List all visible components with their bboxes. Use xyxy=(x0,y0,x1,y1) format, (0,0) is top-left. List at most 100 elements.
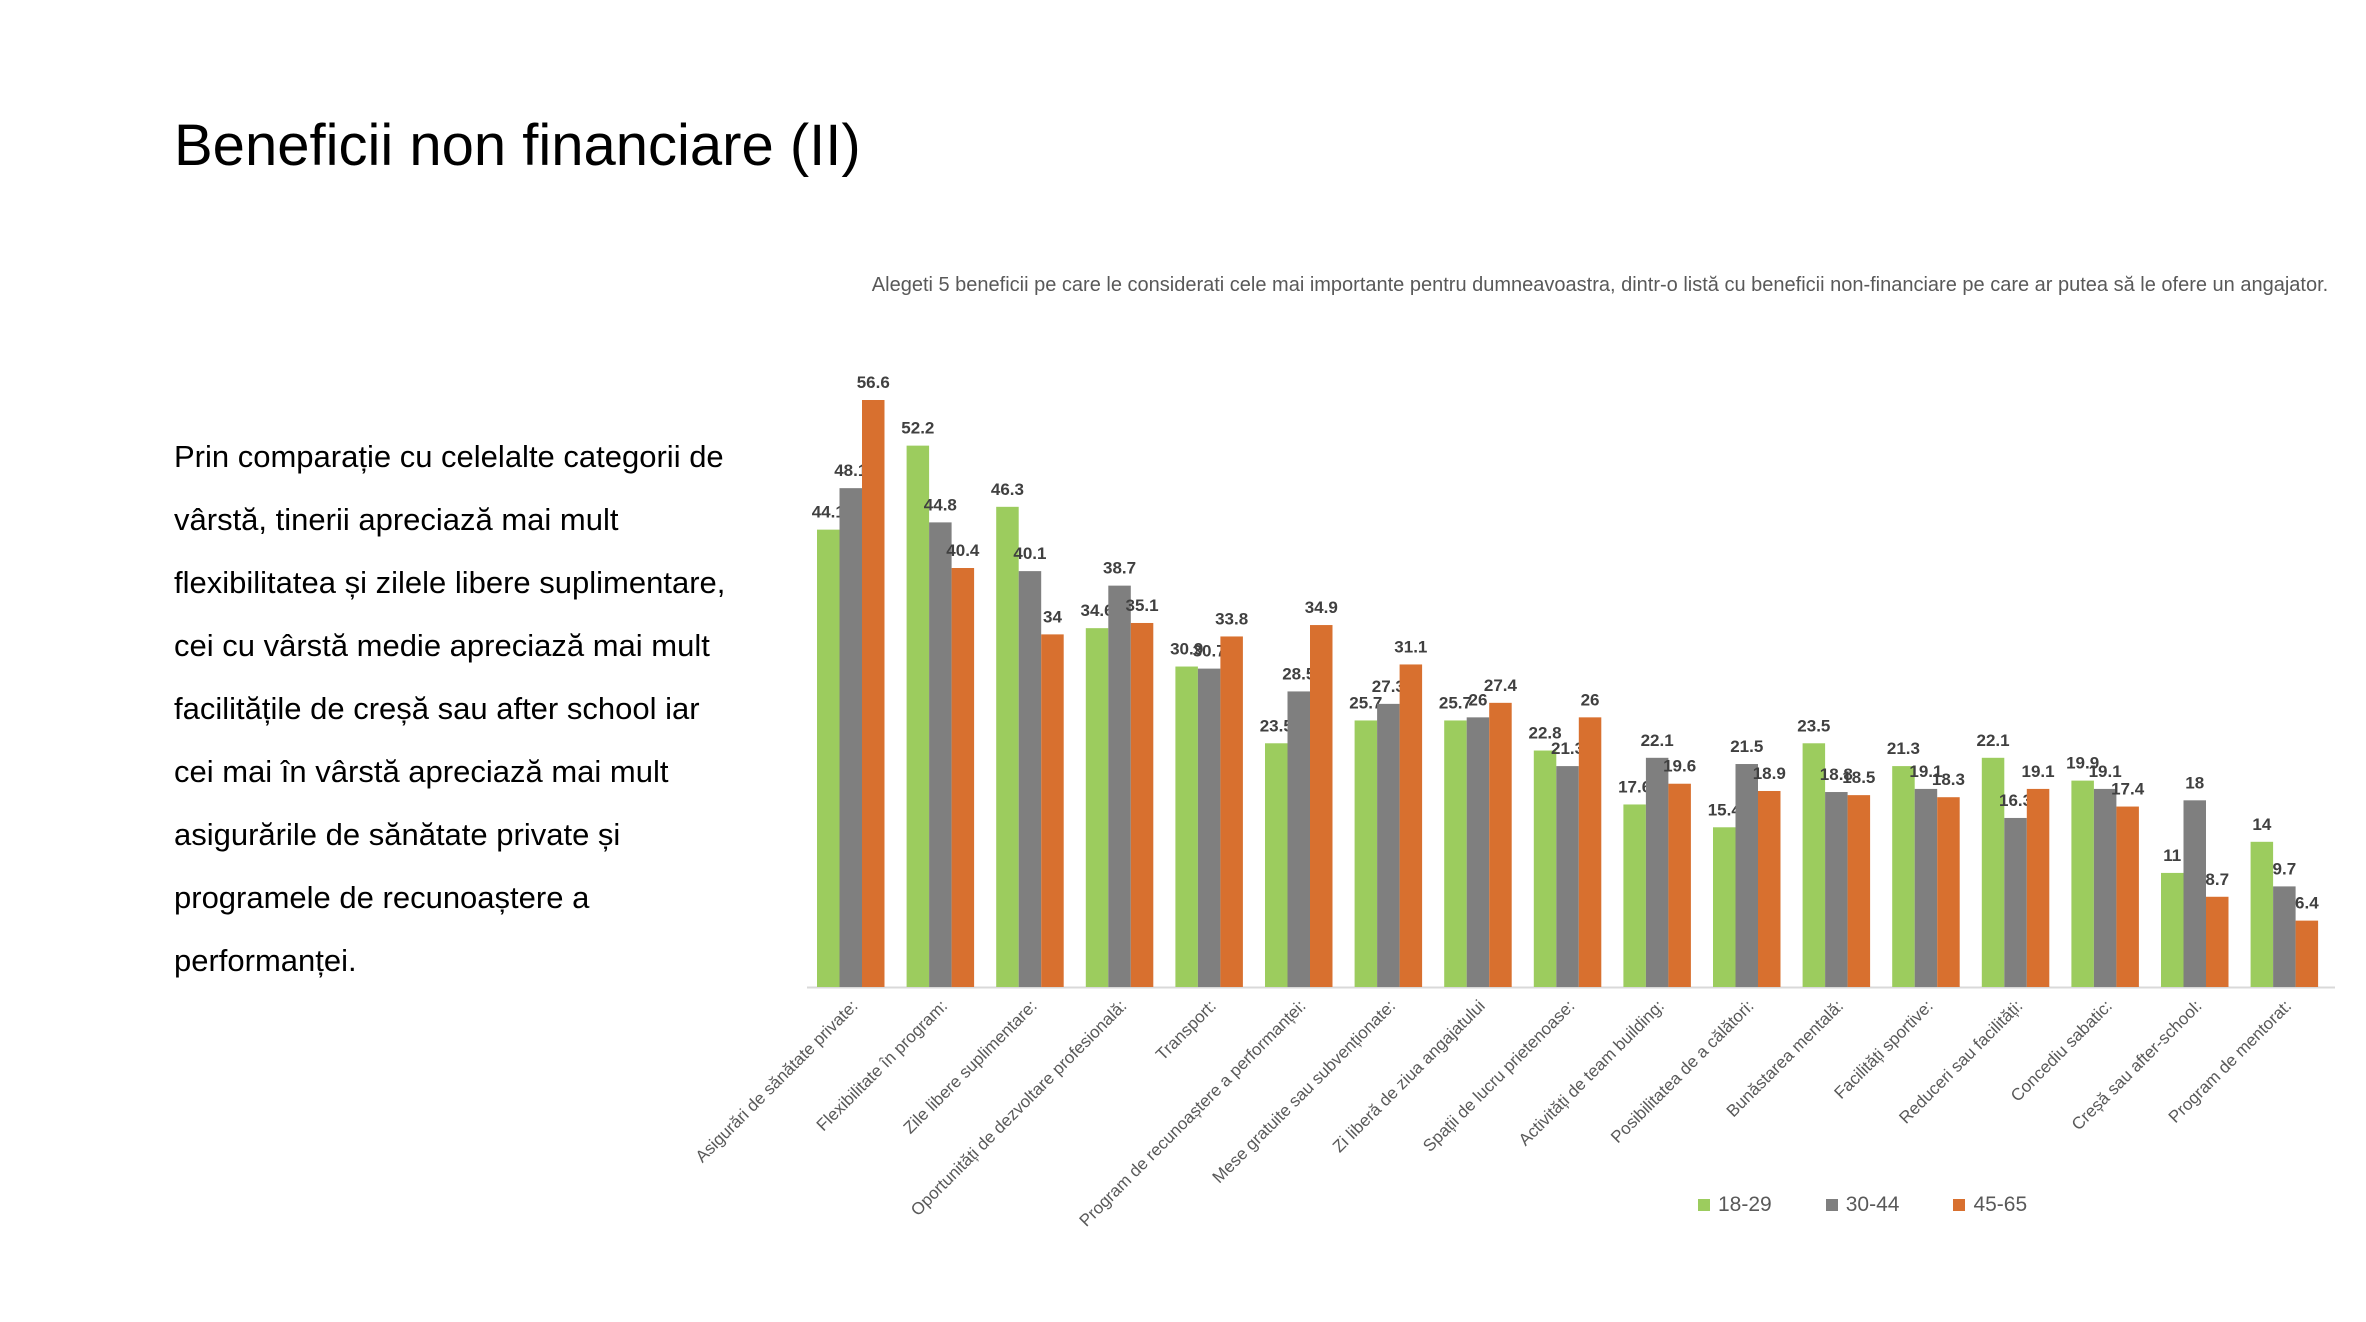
bar-18-29-2 xyxy=(906,445,930,987)
bar-45-65-9 xyxy=(1578,717,1602,987)
legend-swatch xyxy=(1698,1199,1710,1211)
bar-18-29-9 xyxy=(1533,750,1557,987)
bar-30-44-15 xyxy=(2093,788,2117,987)
bar-30-44-16 xyxy=(2183,800,2206,987)
data-label: 27.3 xyxy=(1372,677,1405,696)
data-label: 26 xyxy=(1468,690,1487,709)
data-label: 18 xyxy=(2185,773,2204,792)
bar-30-44-6 xyxy=(1287,691,1310,987)
x-tick-label: Activități de team building: xyxy=(1515,996,1668,1149)
data-label: 18.9 xyxy=(1753,764,1786,783)
x-tick-label: Posibilitatea de a călători: xyxy=(1607,996,1757,1146)
data-label: 44.8 xyxy=(924,495,957,514)
bar-45-65-12 xyxy=(1847,795,1871,987)
data-label: 21.5 xyxy=(1730,737,1763,756)
data-label: 22.1 xyxy=(1977,731,2010,750)
bar-45-65-15 xyxy=(2116,806,2139,987)
x-tick-label: Facilități sportive: xyxy=(1830,996,1936,1102)
bar-30-44-10 xyxy=(1645,757,1669,987)
data-label: 17.4 xyxy=(2111,780,2145,799)
bar-18-29-11 xyxy=(1713,827,1736,987)
bar-18-29-17 xyxy=(2250,841,2274,987)
data-label: 27.4 xyxy=(1484,676,1518,695)
bar-45-65-16 xyxy=(2206,896,2229,987)
bar-30-44-2 xyxy=(929,522,952,987)
bar-18-29-3 xyxy=(996,506,1019,987)
bar-18-29-4 xyxy=(1085,628,1109,987)
bar-18-29-16 xyxy=(2161,872,2184,987)
bar-30-44-11 xyxy=(1735,764,1758,987)
bar-18-29-13 xyxy=(1892,766,1915,987)
bar-45-65-7 xyxy=(1399,664,1423,987)
bar-45-65-13 xyxy=(1937,797,1960,987)
data-label: 56.6 xyxy=(857,373,890,392)
data-label: 15.4 xyxy=(1708,800,1742,819)
x-tick-label: Mese gratuite sau subvenționate: xyxy=(1209,996,1400,1187)
data-label: 26 xyxy=(1581,690,1600,709)
bar-30-44-5 xyxy=(1197,668,1221,987)
bar-30-44-3 xyxy=(1018,571,1042,987)
data-label: 14 xyxy=(2252,815,2271,834)
legend-label: 30-44 xyxy=(1845,1193,1900,1216)
data-label: 25.7 xyxy=(1349,693,1382,712)
data-label: 19.1 xyxy=(2089,762,2122,781)
bar-18-29-15 xyxy=(2071,780,2094,987)
data-label: 11 xyxy=(2163,846,2181,865)
data-label: 17.6 xyxy=(1618,777,1651,796)
chart-title: Alegeti 5 beneficii pe care le considera… xyxy=(871,274,2329,296)
bar-45-65-5 xyxy=(1220,636,1243,987)
x-tick-label: Asigurări de sănătate private: xyxy=(692,996,862,1166)
data-label: 35.1 xyxy=(1126,596,1159,615)
legend-item: 18-29 xyxy=(1698,1193,1772,1217)
data-label: 22.8 xyxy=(1529,724,1562,743)
bar-18-29-5 xyxy=(1175,666,1198,987)
data-label: 25.7 xyxy=(1439,693,1472,712)
bar-30-44-13 xyxy=(1914,788,1938,987)
bar-18-29-7 xyxy=(1354,720,1378,987)
legend-swatch xyxy=(1825,1199,1838,1211)
data-label: 30.9 xyxy=(1170,640,1203,659)
data-label: 16.3 xyxy=(1999,791,2032,810)
bar-30-44-12 xyxy=(1825,792,1848,987)
data-label: 19.1 xyxy=(2022,762,2055,781)
bar-45-65-8 xyxy=(1489,702,1512,987)
data-label: 19.6 xyxy=(1663,757,1696,776)
bar-45-65-3 xyxy=(1041,634,1064,987)
bar-45-65-1 xyxy=(862,400,885,987)
data-label: 19.9 xyxy=(2066,754,2099,773)
bar-18-29-1 xyxy=(817,529,840,987)
data-label: 44.1 xyxy=(812,503,845,522)
slide-title: Beneficii non financiare (II) xyxy=(174,113,861,178)
data-label: 18.3 xyxy=(1932,770,1965,789)
data-label: 18.8 xyxy=(1820,765,1853,784)
bar-45-65-4 xyxy=(1130,622,1154,987)
legend-label: 18-29 xyxy=(1718,1193,1772,1216)
data-label: 52.2 xyxy=(901,419,934,438)
bar-45-65-6 xyxy=(1310,625,1333,987)
data-label: 34.9 xyxy=(1305,598,1338,617)
data-label: 40.4 xyxy=(946,541,980,560)
x-tick-label: Transport: xyxy=(1152,996,1220,1064)
legend-item: 30-44 xyxy=(1825,1193,1900,1217)
bar-30-44-17 xyxy=(2273,886,2296,987)
data-label: 34.6 xyxy=(1081,601,1114,620)
legend-label: 45-65 xyxy=(1973,1193,2028,1216)
data-label: 23.5 xyxy=(1260,716,1293,735)
data-label: 21.3 xyxy=(1887,739,1920,758)
bar-45-65-11 xyxy=(1758,790,1781,987)
data-label: 23.5 xyxy=(1797,716,1830,735)
data-label: 40.1 xyxy=(1013,544,1046,563)
data-label: 6.4 xyxy=(2295,894,2319,913)
bar-18-29-14 xyxy=(1981,757,2005,987)
data-label: 33.8 xyxy=(1215,609,1248,628)
x-tick-label: Spații de lucru prietenoase: xyxy=(1419,996,1578,1155)
body-text: Prin comparație cu celelalte categorii d… xyxy=(174,439,726,978)
bar-30-44-9 xyxy=(1556,766,1579,987)
bar-45-65-14 xyxy=(2026,788,2050,987)
bar-18-29-10 xyxy=(1623,804,1646,987)
chart-legend: 18-29 30-44 45-65 xyxy=(1698,1193,2081,1217)
data-label: 46.3 xyxy=(991,480,1024,499)
data-label: 21.3 xyxy=(1551,739,1584,758)
bar-45-65-2 xyxy=(951,568,975,987)
